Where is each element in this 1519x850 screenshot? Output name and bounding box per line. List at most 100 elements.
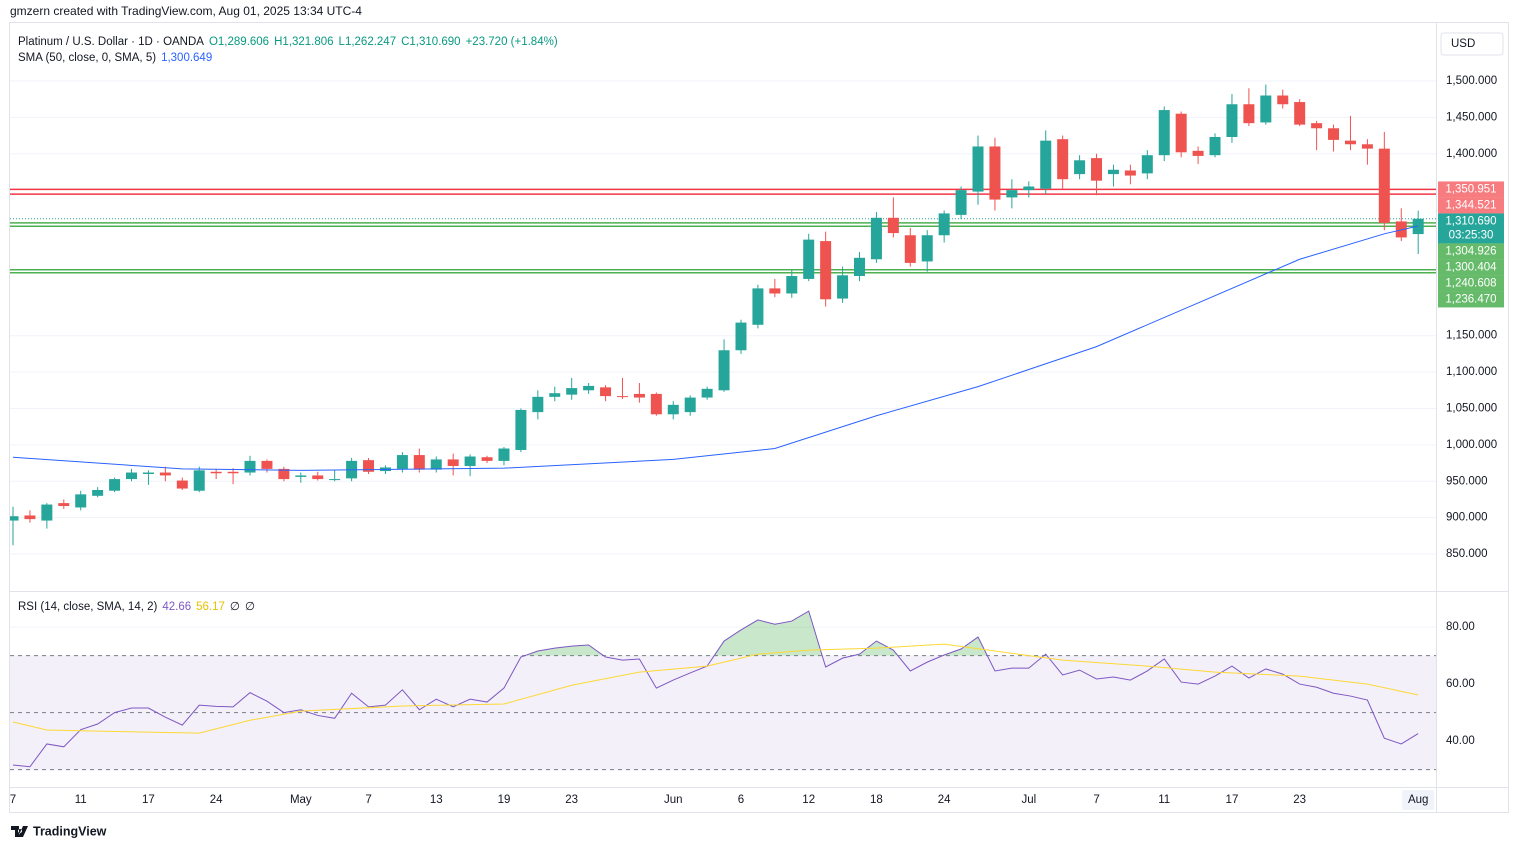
x-tick-label: 13 (430, 794, 443, 806)
candle-body (887, 217, 899, 234)
candle-body (989, 146, 1001, 200)
layers: 850.000 900.000 950.000 1,000.000 1,050.000 1… (10, 32, 1504, 810)
x-tick-label: 24 (938, 794, 951, 806)
y-tick-label: 1,150.000 (1446, 330, 1497, 342)
candle-body (854, 257, 865, 277)
legend-value: ∅ (230, 601, 240, 613)
x-tick-label: 7 (1093, 794, 1099, 806)
candle-body (278, 468, 290, 480)
candle-body (41, 504, 53, 521)
candle-body (159, 472, 171, 476)
candle-body (1006, 190, 1018, 198)
candle-body (515, 409, 527, 450)
candle-body (430, 459, 442, 470)
candle-body (837, 275, 849, 299)
price-label-box (1438, 243, 1504, 260)
candle-body (684, 397, 696, 413)
candle-body (210, 471, 222, 474)
current-date-box (1402, 790, 1435, 810)
candle-body (1328, 128, 1340, 140)
countdown: 03:25:30 (1449, 229, 1494, 241)
x-tick-label: Jul (1021, 794, 1036, 806)
candle-body (413, 455, 425, 470)
price-label: 1,300.404 (1445, 261, 1497, 273)
candle-body (295, 475, 307, 477)
legend-value: C1,310.690 (401, 36, 460, 48)
currency-box (1440, 32, 1504, 56)
candle-body (616, 396, 628, 398)
sma-line (12, 225, 1419, 471)
legend-value: O1,289.606 (209, 36, 269, 48)
candle-body (1294, 102, 1306, 125)
y-tick-label: 1,000.000 (1446, 439, 1497, 451)
legend-value: 1,300.649 (161, 52, 212, 64)
y-tick-label: 1,450.000 (1446, 111, 1497, 123)
candle-body (1260, 95, 1272, 123)
candle-body (600, 387, 612, 397)
candle-body (583, 385, 595, 391)
y-tick-label: 60.00 (1446, 678, 1475, 690)
x-tick-label: 17 (1226, 794, 1239, 806)
frame (9, 22, 1509, 813)
candle-body (92, 489, 104, 496)
candle-body (244, 460, 256, 473)
candle-body (532, 396, 544, 413)
candle-body (1057, 139, 1069, 180)
y-tick-label: 850.000 (1446, 548, 1488, 560)
x-tick-label: May (290, 794, 312, 806)
candle-body (955, 190, 967, 215)
candle-body (193, 470, 205, 491)
legend-title: RSI (14, close, SMA, 14, 2) (18, 601, 158, 613)
candle-body (769, 288, 781, 294)
x-tick-label: 19 (498, 794, 511, 806)
candle-body (75, 494, 87, 508)
price-label: 1,344.521 (1445, 199, 1496, 211)
logo-icon (11, 826, 28, 837)
candle-body (1107, 169, 1119, 175)
candle-body (24, 515, 36, 520)
legend: SMA (50, close, 0, SMA, 5) 1,300.649 (18, 52, 212, 64)
candle-body (820, 241, 832, 300)
legend-title: Platinum / U.S. Dollar · 1D · OANDA (18, 36, 204, 48)
candle-body (447, 459, 459, 466)
legend: RSI (14, close, SMA, 14, 2) 42.66 56.17 ∅ ∅ (18, 601, 255, 613)
candle-body (904, 235, 916, 263)
tradingview-logo: TradingView (11, 824, 107, 838)
candle-body (633, 393, 645, 398)
y-tick-label: 80.00 (1446, 621, 1475, 633)
y-tick-label: 1,500.000 (1446, 75, 1497, 87)
legend-value: 56.17 (196, 601, 225, 613)
candle-body (1040, 140, 1052, 189)
price-label-box (1438, 275, 1504, 292)
candle-body (1192, 150, 1204, 156)
candle-body (786, 276, 798, 294)
x-tick-label: 7 (365, 794, 371, 806)
candle-body (1141, 155, 1153, 174)
candle-body (1378, 148, 1390, 223)
candle-body (549, 393, 561, 397)
candle-body (803, 239, 815, 279)
candle-body (1175, 113, 1187, 153)
x-tick-label: 24 (210, 794, 223, 806)
x-tick-label: Aug (1408, 794, 1428, 806)
x-tick-label: Jun (664, 794, 683, 806)
candle-body (58, 503, 70, 507)
candle-body (498, 448, 510, 461)
candle-body (650, 393, 662, 415)
candle-body (870, 217, 882, 260)
legend-value: 42.66 (162, 601, 191, 613)
candle-body (972, 146, 984, 192)
header: gmzern created with TradingView.com, Aug… (10, 4, 362, 18)
legend-value: ∅ (245, 601, 255, 613)
candle-body (1023, 186, 1035, 191)
candle-body (1361, 144, 1373, 149)
y-tick-label: 950.000 (1446, 475, 1488, 487)
price-label: 1,304.926 (1445, 245, 1496, 257)
y-tick-label: 1,050.000 (1446, 403, 1497, 415)
candle-body (921, 235, 933, 262)
candle-body (126, 472, 138, 480)
currency: USD (1451, 38, 1475, 50)
candle-body (396, 455, 408, 469)
price-pane (10, 80, 1436, 555)
